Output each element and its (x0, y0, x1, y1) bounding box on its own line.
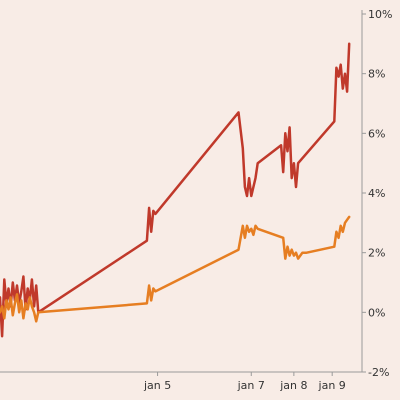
y-axis: -2% 0% 2% 4% 6% 8% 10% (361, 8, 392, 379)
y-tick-label: 6% (368, 127, 385, 140)
x-tick-label: jan 7 (237, 379, 265, 392)
y-tick-label: -2% (368, 366, 389, 379)
y-tick-label: 0% (368, 306, 385, 319)
series-layer (0, 42, 351, 338)
x-axis: jan 5 jan 7 jan 8 jan 9 (0, 371, 362, 392)
y-tick-label: 10% (368, 8, 392, 21)
y-tick-label: 4% (368, 187, 385, 200)
series-line-2 (0, 215, 351, 323)
y-tick-label: 2% (368, 247, 385, 260)
x-tick-label: jan 8 (279, 379, 307, 392)
y-tick-label: 8% (368, 68, 385, 81)
series-line-1 (0, 42, 351, 338)
x-tick-label: jan 9 (318, 379, 346, 392)
x-tick-label: jan 5 (143, 379, 171, 392)
